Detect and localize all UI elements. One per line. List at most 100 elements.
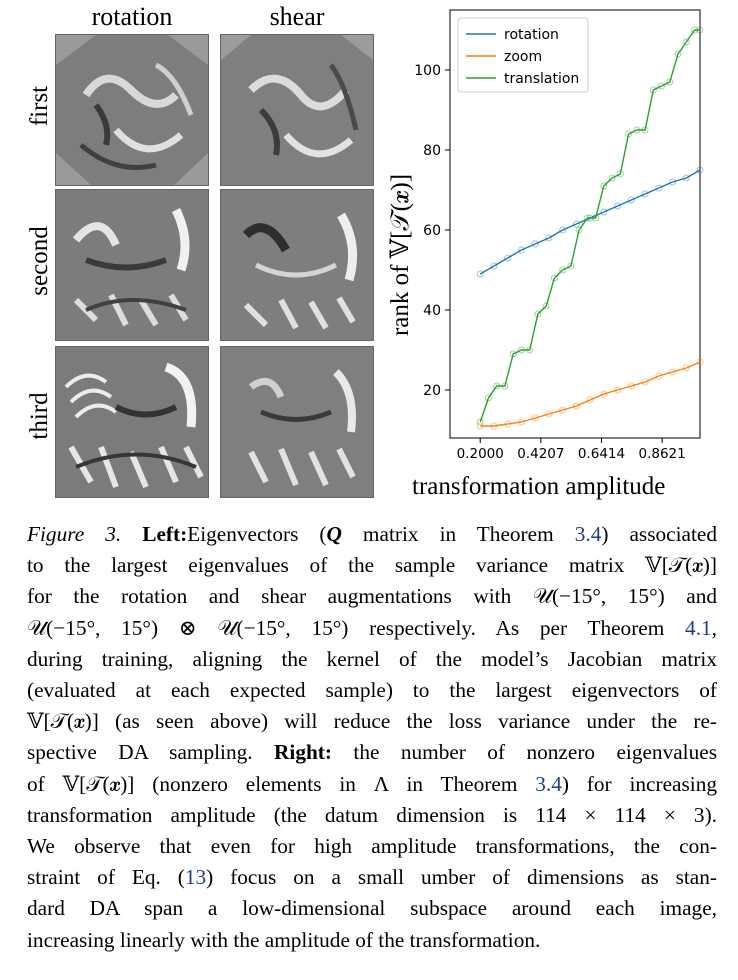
data-point-zoom xyxy=(600,390,608,398)
figure-caption: Figure 3. Left:Eigenvectors (Q matrix in… xyxy=(27,519,717,956)
caption-line: increasing linearly with the amplitude o… xyxy=(27,927,541,952)
caption-text: 𝒰(−15°, 15°) ⊗ 𝒰(−15°, 15°) respectively… xyxy=(27,615,686,640)
legend-label-translation: translation xyxy=(504,71,579,87)
data-point-zoom xyxy=(517,418,525,426)
legend-label-rotation: rotation xyxy=(504,27,559,43)
chart-x-axis-label: transformation amplitude xyxy=(412,473,666,500)
caption-line: for the rotation and shear augmentations… xyxy=(27,584,717,609)
data-point-translation xyxy=(542,302,550,310)
data-point-translation xyxy=(691,26,699,34)
caption-line: during training, aligning the kernel of … xyxy=(27,646,717,671)
eigenvector-image-shear-third xyxy=(220,346,374,498)
data-point-translation xyxy=(575,226,583,234)
x-tick-label: 0.6414 xyxy=(578,446,625,462)
caption-text: the number of nonzero eigenvalues xyxy=(332,740,717,765)
x-tick-label: 0.2000 xyxy=(457,446,504,462)
row-label-second: second xyxy=(26,226,53,296)
row-label-first: first xyxy=(26,85,53,127)
data-point-rotation xyxy=(545,234,553,242)
caption-text: Eigenvectors ( xyxy=(187,522,327,546)
data-point-rotation xyxy=(517,246,525,254)
caption-right-heading: Right: xyxy=(274,740,332,765)
data-point-translation xyxy=(616,170,624,178)
data-point-zoom xyxy=(586,396,594,404)
data-point-translation xyxy=(534,310,542,318)
row-label-third: third xyxy=(26,392,53,440)
y-tick-label: 80 xyxy=(423,143,441,159)
caption-text: , xyxy=(711,615,717,640)
data-point-translation xyxy=(608,174,616,182)
data-point-rotation xyxy=(559,226,567,234)
chart-y-axis-label: rank of 𝕍[𝒯(𝒙)] xyxy=(387,173,414,337)
data-point-zoom xyxy=(614,386,622,394)
data-point-translation xyxy=(493,382,501,390)
legend-label-zoom: zoom xyxy=(504,49,542,65)
data-point-rotation xyxy=(600,208,608,216)
caption-text: of 𝕍[𝒯(𝒙)] (nonzero elements in Λ in The… xyxy=(27,771,536,796)
data-point-rotation xyxy=(490,262,498,270)
data-point-translation xyxy=(641,126,649,134)
ref-theorem-3-4[interactable]: 3.4 xyxy=(574,522,602,546)
caption-line: dard DA span a low-dimensional subspace … xyxy=(27,896,717,921)
caption-line: We observe that even for high amplitude … xyxy=(27,834,717,859)
data-point-translation xyxy=(696,26,704,34)
y-tick-label: 100 xyxy=(414,63,441,79)
data-point-zoom xyxy=(572,402,580,410)
data-point-translation xyxy=(476,418,484,426)
x-tick-label: 0.8621 xyxy=(638,446,685,462)
ref-theorem-3-4-second[interactable]: 3.4 xyxy=(535,771,562,796)
data-point-translation xyxy=(682,38,690,46)
data-point-zoom xyxy=(559,406,567,414)
eigenvector-image-rotation-third xyxy=(55,346,209,498)
data-point-translation xyxy=(633,126,641,134)
rank-chart: 20 40 60 80 100 0.2000 0.4207 0.6414 0.8621 rotat… xyxy=(414,9,704,462)
caption-text: ) focus on a small umber of dimensions a… xyxy=(206,865,717,890)
data-point-zoom xyxy=(490,422,498,430)
data-point-rotation xyxy=(476,270,484,278)
data-point-translation xyxy=(550,274,558,282)
data-point-zoom xyxy=(682,364,690,372)
column-title-rotation: rotation xyxy=(91,2,173,31)
y-tick-label: 20 xyxy=(423,383,441,399)
data-point-rotation xyxy=(641,190,649,198)
data-point-zoom xyxy=(641,378,649,386)
caption-line: transformation amplitude (the datum dime… xyxy=(27,802,717,827)
data-point-translation xyxy=(649,86,657,94)
data-point-rotation xyxy=(655,184,663,192)
data-point-zoom xyxy=(627,382,635,390)
data-point-rotation xyxy=(572,220,580,228)
ref-equation-13[interactable]: 13 xyxy=(184,865,207,890)
data-point-zoom xyxy=(696,358,704,366)
caption-line: 𝕍[𝒯(𝒙)] (as seen above) will reduce the … xyxy=(27,709,717,734)
caption-text: ) for increasing xyxy=(561,771,717,796)
data-point-rotation xyxy=(614,202,622,210)
y-tick-label: 60 xyxy=(423,223,441,239)
data-point-translation xyxy=(674,50,682,58)
data-point-translation xyxy=(666,78,674,86)
legend-box xyxy=(457,17,589,93)
data-point-rotation xyxy=(627,196,635,204)
data-point-translation xyxy=(583,214,591,222)
eigenvector-image-shear-second xyxy=(220,189,374,341)
data-point-zoom xyxy=(655,372,663,380)
caption-text: straint of Eq. ( xyxy=(27,865,185,890)
data-point-translation xyxy=(625,130,633,138)
caption-figure-label: Figure 3. xyxy=(27,522,122,546)
eigenvector-image-rotation-second xyxy=(55,189,209,341)
x-tick-label: 0.4207 xyxy=(517,446,564,462)
data-point-zoom xyxy=(531,414,539,422)
data-point-zoom xyxy=(669,368,677,376)
data-point-translation xyxy=(559,266,567,274)
data-point-zoom xyxy=(476,422,484,430)
series-line-translation xyxy=(479,29,700,423)
y-tick-label: 40 xyxy=(423,303,441,319)
caption-left-heading: Left: xyxy=(142,522,188,546)
data-point-rotation xyxy=(504,254,512,262)
data-point-translation xyxy=(600,182,608,190)
eigenvector-image-rotation-first xyxy=(55,34,209,186)
caption-text: matrix in Theorem xyxy=(341,522,575,546)
caption-q-symbol: Q xyxy=(326,522,342,546)
ref-theorem-4-1[interactable]: 4.1 xyxy=(685,615,712,640)
data-point-translation xyxy=(484,394,492,402)
data-point-rotation xyxy=(669,178,677,186)
